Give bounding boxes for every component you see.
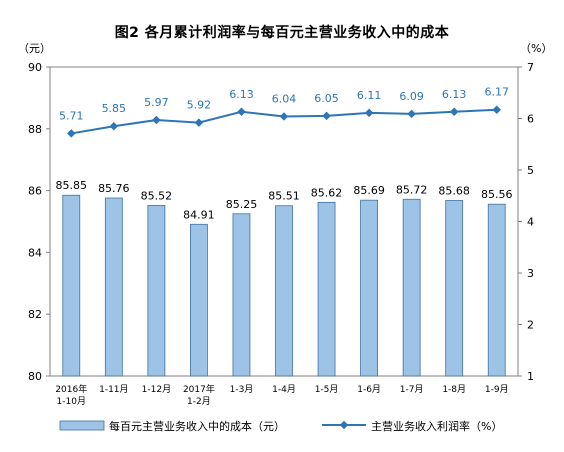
right-axis-tick-label: 4 [527,216,534,229]
line-point-marker [492,105,501,114]
line-value-label: 5.85 [102,102,127,115]
legend-label-line: 主营业务收入利润率（%） [371,419,502,433]
line-point-marker [67,129,76,138]
bar [487,203,506,377]
line-value-label: 6.11 [357,89,382,102]
right-axis-tick-label: 5 [527,164,534,177]
right-axis-tick-label: 1 [527,370,534,383]
bar-value-label: 85.62 [311,186,343,199]
bar-value-label: 85.85 [56,179,88,192]
bar-value-label: 85.56 [481,188,513,201]
x-axis-category-label: 1-3月 [230,384,254,395]
legend-swatch-marker [339,420,349,430]
bar-value-label: 85.68 [438,184,470,197]
chart-title: 图2 各月累计利润率与每百元主营业务收入中的成本 [114,25,450,41]
line-point-marker [237,107,246,117]
right-axis-tick-label: 2 [527,319,534,332]
line-value-label: 6.13 [442,88,467,101]
right-axis-tick-label: 6 [527,113,534,126]
line-value-label: 5.97 [144,96,169,109]
x-axis-category-label: 1-9月 [485,384,509,395]
bar-value-label: 85.69 [353,184,385,197]
bar [317,201,336,377]
left-axis-tick-label: 88 [28,123,42,136]
line-point-marker [194,118,204,127]
line-point-marker [407,109,416,119]
x-axis-category-label: 1-7月 [400,384,424,395]
line-value-label: 6.09 [399,90,424,103]
line-point-marker [279,112,289,121]
x-axis-category-label: 1-6月 [357,384,381,395]
x-axis-category-label: 1-11月 [99,384,128,395]
line-point-marker [322,111,331,121]
left-axis-tick-label: 90 [28,61,42,74]
left-axis-tick-label: 84 [28,246,42,259]
bar [147,205,166,377]
line-point-marker [449,107,459,117]
x-axis-category-label: 1-12月 [142,384,171,395]
line-point-marker [152,115,161,125]
left-axis-unit: （元） [18,42,51,55]
right-axis-tick-label: 7 [527,61,534,74]
x-axis-category-label: 2017年 [183,383,215,395]
right-axis-unit: （%） [520,42,553,55]
x-axis-category-label: 1-2月 [187,396,211,407]
bar-value-label: 85.72 [396,183,428,196]
line-value-label: 6.04 [272,92,297,105]
left-axis-tick-label: 82 [28,308,42,321]
bar [62,194,81,377]
line-value-label: 5.71 [59,109,84,122]
x-axis-category-label: 1-5月 [315,384,339,395]
line-point-marker [364,108,374,118]
bar [104,197,123,377]
bar-value-label: 85.76 [98,182,130,195]
line-value-label: 6.17 [484,86,509,99]
bar [402,198,421,377]
bar [275,205,293,377]
x-axis-category-label: 1-8月 [442,384,466,395]
x-axis-category-label: 2016年 [55,383,87,395]
bar [360,199,378,377]
right-axis-tick-label: 3 [527,267,534,280]
line-value-label: 6.13 [229,88,254,101]
x-axis-category-label: 1-4月 [272,384,296,395]
x-axis-category-label: 1-10月 [57,396,86,407]
line-value-label: 6.05 [314,92,339,105]
bar-value-label: 85.25 [226,198,258,211]
bar [445,200,464,377]
bar-value-label: 84.91 [183,208,215,221]
bar-value-label: 85.51 [268,190,300,203]
left-axis-tick-label: 80 [28,370,42,383]
line-point-marker [109,121,119,131]
left-axis-tick-label: 86 [28,185,42,198]
legend-swatch-bar [59,420,105,431]
line-value-label: 5.92 [187,99,212,112]
bar [232,213,251,377]
bar-value-label: 85.52 [141,189,173,202]
bar [190,223,208,377]
legend-label-bar: 每百元主营业务收入中的成本（元） [109,419,285,433]
